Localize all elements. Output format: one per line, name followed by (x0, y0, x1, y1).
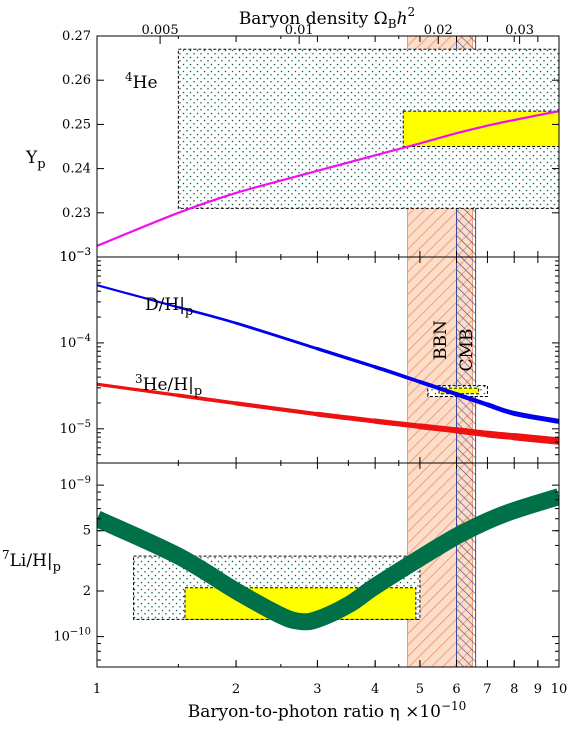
helium-corner-tick-label: 10−3 (60, 247, 91, 265)
lithium-y-label: 7Li/H|p (2, 548, 61, 575)
helium-y-tick-label: 0.26 (62, 73, 91, 88)
d-he3-curve-1 (372, 418, 423, 429)
lithium-curve-0 (97, 488, 559, 631)
d-he3-curve-0 (234, 321, 319, 351)
top-tick-label: 0.01 (285, 23, 314, 38)
d-he3-curve-0 (454, 391, 490, 407)
axes: 1 2 3 4 5 6 7 8 9 10 0.005 0.01 0.02 0.03 0.23 0.24 0.25… (2, 23, 567, 697)
panel-helium (177, 48, 559, 209)
d-he3-curve-0 (417, 379, 459, 397)
series-group-d-he3 (97, 284, 559, 445)
d-he3-curve-0 (177, 305, 238, 325)
top-axis-title: Baryon density ΩBh2 (239, 5, 415, 31)
d-he3-curve-1 (453, 427, 491, 438)
x-tick-label: 1 (93, 682, 101, 697)
x-tick-label: 3 (313, 682, 321, 697)
x-tick-label: 10 (551, 682, 568, 697)
helium-y-tick-label: 0.27 (62, 29, 91, 44)
d-he3-curve-0 (97, 284, 180, 309)
lithium-y-tick-label: 5 (83, 524, 91, 539)
helium-y-tick-label: 0.23 (62, 206, 91, 221)
band-label-cmb: CMB (457, 329, 477, 372)
band-label-bbn: BBN (431, 320, 451, 360)
top-tick-label: 0.03 (505, 23, 534, 38)
series-group-lithium (97, 488, 559, 631)
series-group-helium (97, 110, 559, 247)
helium-annotation: 4He (125, 70, 158, 93)
d-he3-curve-1 (176, 393, 238, 406)
d-he3-curve-1 (416, 423, 460, 434)
x-axis-title: Baryon-to-photon ratio η ×10−10 (188, 699, 467, 722)
top-tick-label: 0.005 (141, 23, 178, 38)
d-he3-curve-1 (315, 411, 378, 424)
d-he3-y-tick-label: 10−4 (60, 333, 91, 351)
lithium-y-tick-label: 10−10 (53, 627, 91, 645)
d-he3-curve-0 (315, 347, 377, 369)
d-he3-y-tick-label: 10−3 (60, 247, 91, 265)
panel-frame-lithium (96, 462, 560, 668)
d-he3-curve-0 (511, 410, 559, 424)
d-he3-curve-1 (483, 430, 518, 441)
x-tick-label: 6 (452, 682, 460, 697)
lithium-y-tick-label: 10−9 (60, 475, 91, 493)
dh-series-label: D/H|p (145, 295, 193, 319)
d-he3-curve-0 (373, 365, 422, 384)
x-tick-label: 5 (416, 682, 424, 697)
d-he3-curve-1 (510, 432, 559, 445)
helium-y-label: Yp (25, 148, 46, 172)
helium-y-tick-label: 0.24 (62, 162, 91, 177)
x-tick-label: 4 (371, 682, 379, 697)
panels (97, 48, 559, 631)
d-he3-curve-1 (97, 382, 180, 397)
d-he3-y-tick-label: 10−5 (60, 419, 91, 437)
helium-curve-0 (97, 110, 559, 247)
he3h-series-label: 3He/H|p (135, 372, 202, 399)
lithium-y-tick-label: 2 (83, 584, 91, 599)
helium-y-tick-label: 0.25 (62, 117, 91, 132)
x-tick-label: 2 (232, 682, 240, 697)
d-he3-curve-0 (485, 402, 517, 416)
x-tick-label: 8 (510, 682, 518, 697)
x-tick-label: 7 (483, 682, 491, 697)
x-tick-label: 9 (534, 682, 542, 697)
d-he3-curve-1 (233, 401, 320, 417)
top-tick-label: 0.02 (424, 23, 453, 38)
